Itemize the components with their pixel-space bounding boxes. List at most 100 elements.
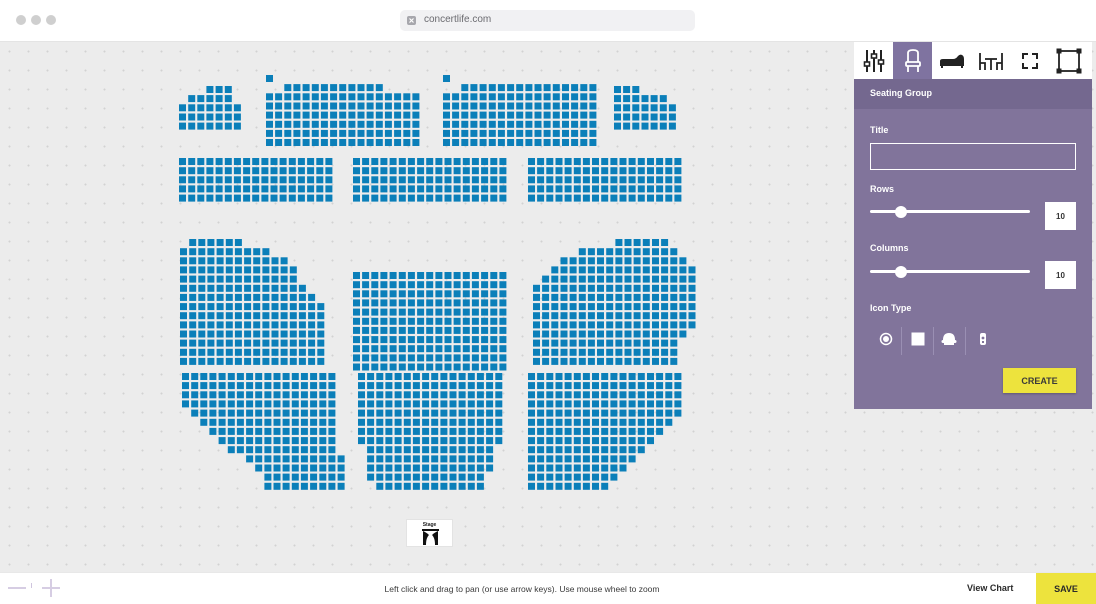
seat[interactable]	[628, 167, 636, 175]
seat[interactable]	[670, 312, 678, 320]
seat[interactable]	[650, 95, 658, 103]
seat[interactable]	[403, 427, 411, 435]
seat[interactable]	[407, 290, 415, 298]
seat[interactable]	[628, 427, 636, 435]
seat[interactable]	[462, 317, 470, 325]
seat[interactable]	[471, 308, 479, 316]
seat[interactable]	[189, 275, 197, 283]
seat[interactable]	[560, 266, 568, 274]
seat[interactable]	[615, 339, 623, 347]
seat[interactable]	[633, 357, 641, 365]
seat[interactable]	[606, 257, 614, 265]
seat[interactable]	[362, 326, 370, 334]
seat[interactable]	[216, 321, 224, 329]
seat[interactable]	[273, 437, 281, 445]
seat[interactable]	[592, 473, 599, 481]
seat[interactable]	[601, 176, 609, 184]
seat[interactable]	[555, 158, 563, 165]
seat[interactable]	[426, 326, 434, 334]
seat[interactable]	[659, 122, 667, 130]
seat[interactable]	[330, 120, 338, 128]
seat[interactable]	[551, 357, 559, 365]
seat[interactable]	[461, 120, 469, 128]
seat[interactable]	[197, 122, 205, 130]
seat[interactable]	[555, 185, 563, 193]
seat[interactable]	[633, 293, 641, 301]
seat[interactable]	[412, 427, 420, 435]
seat[interactable]	[481, 167, 489, 175]
seat[interactable]	[339, 102, 347, 110]
seat[interactable]	[615, 321, 623, 329]
seat[interactable]	[614, 95, 621, 103]
seat[interactable]	[453, 167, 461, 175]
seat[interactable]	[271, 293, 279, 301]
seat[interactable]	[273, 464, 281, 472]
seat[interactable]	[297, 185, 305, 193]
seat[interactable]	[597, 284, 604, 292]
seat[interactable]	[385, 482, 393, 490]
seat[interactable]	[624, 348, 632, 356]
window-close-dot[interactable]	[16, 15, 26, 25]
seat[interactable]	[310, 409, 318, 417]
seat[interactable]	[207, 275, 215, 283]
seat[interactable]	[273, 391, 281, 399]
seat[interactable]	[348, 84, 356, 92]
seat[interactable]	[398, 176, 406, 184]
seat[interactable]	[542, 303, 550, 311]
seat[interactable]	[385, 373, 393, 380]
seat[interactable]	[552, 102, 560, 110]
seat[interactable]	[308, 339, 316, 347]
seat[interactable]	[488, 120, 496, 128]
seat[interactable]	[422, 409, 430, 417]
seat[interactable]	[280, 257, 288, 265]
seat[interactable]	[253, 257, 261, 265]
seat[interactable]	[270, 158, 278, 165]
seat[interactable]	[578, 312, 586, 320]
seat[interactable]	[207, 248, 215, 256]
seat[interactable]	[610, 158, 618, 165]
seat[interactable]	[533, 312, 540, 320]
seat[interactable]	[198, 275, 206, 283]
seat[interactable]	[688, 275, 696, 283]
seat[interactable]	[490, 194, 498, 202]
seat[interactable]	[180, 248, 187, 256]
seat[interactable]	[670, 275, 678, 283]
seat[interactable]	[218, 427, 226, 435]
seat[interactable]	[688, 312, 696, 320]
seat[interactable]	[542, 275, 550, 283]
seat[interactable]	[262, 257, 270, 265]
seat[interactable]	[546, 176, 554, 184]
seat[interactable]	[224, 86, 232, 93]
seat[interactable]	[216, 348, 224, 356]
seat[interactable]	[546, 437, 554, 445]
seat[interactable]	[610, 176, 618, 184]
seat[interactable]	[435, 354, 443, 362]
seat[interactable]	[394, 400, 402, 408]
seat[interactable]	[233, 113, 241, 121]
seat[interactable]	[569, 339, 577, 347]
seat[interactable]	[218, 382, 226, 390]
seat[interactable]	[206, 158, 214, 165]
seat[interactable]	[571, 84, 579, 92]
seat[interactable]	[476, 455, 484, 463]
seat[interactable]	[592, 437, 599, 445]
seat[interactable]	[431, 409, 439, 417]
seat[interactable]	[284, 102, 292, 110]
seat[interactable]	[403, 473, 411, 481]
seat[interactable]	[180, 284, 187, 292]
seat[interactable]	[412, 464, 420, 472]
seat[interactable]	[311, 139, 319, 146]
seat[interactable]	[679, 275, 687, 283]
seat[interactable]	[619, 185, 627, 193]
seat[interactable]	[353, 354, 360, 362]
seat[interactable]	[188, 104, 196, 112]
seat[interactable]	[534, 111, 542, 119]
seat[interactable]	[403, 437, 411, 445]
seat[interactable]	[293, 93, 301, 101]
seat[interactable]	[412, 139, 420, 146]
seat[interactable]	[601, 482, 609, 490]
seat[interactable]	[215, 104, 223, 112]
seat[interactable]	[637, 382, 645, 390]
seat[interactable]	[297, 158, 305, 165]
seat[interactable]	[449, 418, 457, 426]
